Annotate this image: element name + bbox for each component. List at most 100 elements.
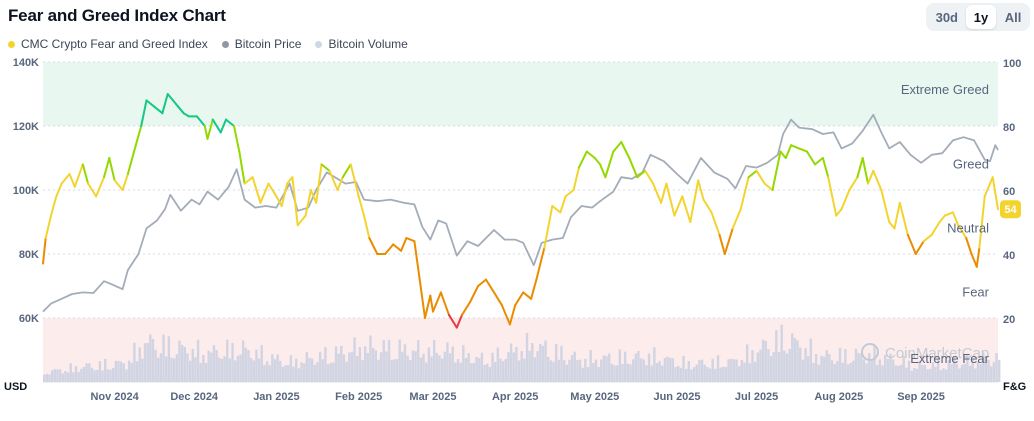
fear-greed-line-segment: [243, 176, 254, 185]
volume-bar: [472, 362, 476, 382]
volume-bar: [332, 362, 335, 382]
volume-bar: [573, 351, 576, 382]
volume-bar: [560, 345, 563, 382]
volume-bar: [645, 365, 648, 382]
volume-bar: [324, 347, 327, 382]
volume-bar: [634, 353, 637, 382]
volume-bar: [523, 358, 526, 382]
volume-bar: [714, 368, 717, 382]
volume-bar: [244, 347, 248, 382]
fear-greed-line-segment: [309, 189, 318, 204]
coinmarketcap-logo-icon: [861, 343, 879, 361]
volume-bar: [215, 350, 218, 382]
volume-bar: [761, 339, 765, 382]
fear-greed-line-segment: [424, 294, 432, 319]
volume-bar: [589, 349, 592, 382]
volume-bar: [926, 369, 929, 382]
volume-bar: [653, 347, 656, 382]
fear-greed-line-segment: [710, 211, 721, 236]
volume-bar: [833, 364, 836, 382]
fear-greed-line-segment: [251, 176, 262, 204]
volume-bar: [958, 368, 961, 382]
volume-bar: [98, 361, 102, 382]
volume-bar: [435, 352, 439, 382]
volume-bar: [82, 366, 86, 382]
fear-greed-line-segment: [784, 144, 793, 159]
volume-bar: [491, 352, 494, 382]
volume-bar: [817, 364, 821, 382]
fear-greed-line-segment: [636, 169, 647, 179]
volume-bar: [650, 365, 653, 382]
volume-bar: [379, 352, 383, 382]
fear-greed-line-segment: [599, 163, 607, 179]
legend-label: CMC Crypto Fear and Greed Index: [21, 37, 208, 51]
volume-bar: [310, 358, 314, 382]
legend-item-bitcoin-volume[interactable]: Bitcoin Volume: [315, 37, 408, 51]
volume-bar: [159, 353, 163, 382]
volume-bar: [114, 360, 118, 382]
volume-bar: [716, 355, 720, 382]
range-button-all[interactable]: All: [1004, 9, 1022, 25]
time-range-switch: 30d 1y All: [925, 3, 1030, 31]
volume-bar: [249, 357, 253, 382]
legend-label: Bitcoin Price: [234, 37, 302, 51]
volume-bar: [677, 365, 680, 382]
volume-bar: [90, 367, 94, 382]
volume-bar: [844, 349, 847, 382]
left-tick-label: 140K: [13, 57, 39, 69]
volume-bar: [841, 362, 844, 382]
volume-bar: [496, 347, 500, 382]
legend-item-bitcoin-price[interactable]: Bitcoin Price: [221, 37, 302, 51]
volume-bar: [517, 360, 521, 382]
volume-bar: [231, 342, 234, 382]
volume-bar: [356, 355, 359, 382]
volume-bar: [297, 368, 301, 382]
range-button-30d[interactable]: 30d: [935, 9, 958, 25]
fear-greed-line-segment: [233, 125, 241, 153]
volume-bar: [931, 362, 935, 382]
volume-bar: [578, 359, 582, 382]
fear-greed-line-segment: [922, 233, 933, 243]
volume-bar: [509, 343, 513, 382]
volume-bar: [220, 358, 224, 382]
fear-greed-line-segment: [44, 214, 52, 239]
volume-bar: [411, 350, 415, 382]
volume-bar: [170, 357, 173, 382]
volume-bar: [183, 346, 186, 382]
volume-bar: [838, 347, 842, 382]
volume-bar: [594, 359, 598, 382]
volume-bar: [493, 361, 497, 382]
fear-greed-line-segment: [978, 195, 986, 249]
volume-bar: [451, 346, 454, 382]
volume-bar: [180, 344, 184, 382]
volume-bar: [854, 348, 858, 382]
fear-greed-line-segment: [280, 182, 289, 207]
range-button-1y[interactable]: 1y: [966, 5, 996, 29]
volume-bar: [539, 343, 542, 382]
volume-bar: [241, 340, 245, 382]
chart-legend: CMC Crypto Fear and Greed Index Bitcoin …: [8, 37, 422, 51]
volume-bar: [756, 352, 759, 382]
volume-bar: [608, 353, 611, 382]
legend-item-fear-greed[interactable]: CMC Crypto Fear and Greed Index: [8, 37, 208, 51]
volume-bar: [419, 357, 423, 382]
volume-bar: [470, 363, 473, 382]
volume-bar: [857, 353, 860, 382]
volume-bar: [165, 356, 168, 382]
volume-bar: [735, 359, 738, 382]
volume-bar: [157, 357, 160, 382]
fear-greed-line-segment: [508, 304, 517, 326]
volume-bar: [353, 337, 356, 382]
volume-bar: [881, 365, 884, 382]
volume-bar: [43, 374, 46, 382]
fear-greed-line-segment: [572, 166, 580, 191]
volume-bar: [897, 365, 900, 382]
volume-bar: [820, 355, 823, 382]
volume-bar: [947, 359, 950, 382]
fear-greed-line-segment: [840, 189, 851, 211]
volume-bar: [525, 332, 529, 382]
left-tick-label: 100K: [13, 185, 39, 197]
volume-bar: [666, 356, 669, 382]
fear-greed-line-segment: [755, 169, 766, 185]
